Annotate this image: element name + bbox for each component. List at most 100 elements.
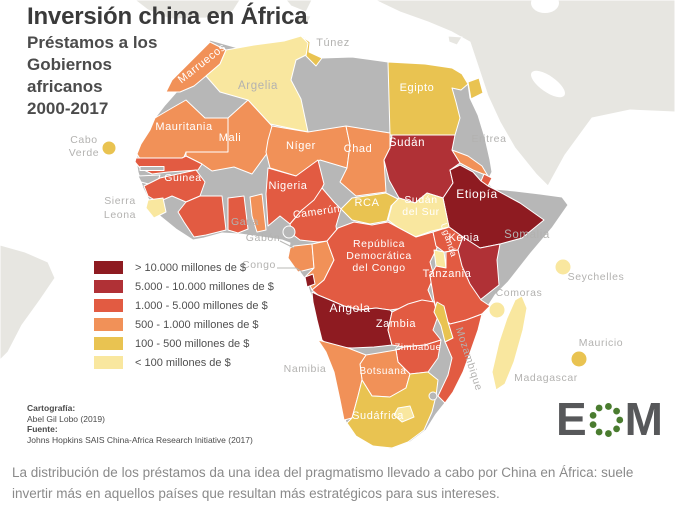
gabon-leader-line: [279, 240, 295, 249]
credits: Cartografía: Abel Gil Lobo (2019) Fuente…: [27, 403, 253, 445]
legend-label: 5.000 - 10.000 millones de $: [135, 280, 274, 293]
legend-swatch: [94, 356, 123, 369]
leader-lines: [277, 240, 305, 274]
land-south-america: [0, 244, 56, 361]
country-niger: [265, 125, 351, 177]
legend-item-2: 1.000 - 5.000 millones de $: [94, 296, 274, 315]
country-ruanda-burundi: [433, 249, 447, 269]
map-label-zimbabue: Zimbabue: [394, 342, 441, 353]
map-label-rd-congo: República Democrática del Congo: [346, 238, 412, 274]
country-seychelles: [554, 258, 572, 276]
map-label-kenia: Kenia: [448, 232, 479, 244]
land-cyprus: [447, 35, 463, 46]
map-label-tanzania: Tanzania: [423, 268, 472, 280]
logo-dot: [604, 430, 612, 437]
subtitle-line-3: africanos: [27, 77, 103, 96]
caspian-sea: [531, 0, 559, 13]
map-label-cabo-verde: Cabo Verde: [69, 134, 99, 159]
land-middle-east: [374, 0, 675, 187]
map-label-guinea: Guinea: [164, 172, 201, 184]
logo-dot: [612, 425, 620, 433]
subtitle-line-2: Gobiernos: [27, 55, 113, 74]
country-argelia: [205, 35, 310, 133]
country-zambia: [387, 299, 442, 348]
logo-dot: [595, 428, 603, 436]
caption-text: La distribución de los préstamos da una …: [0, 452, 675, 504]
page-title: Inversión china en África: [27, 3, 308, 30]
map-label-egipto: Egipto: [400, 82, 435, 94]
logo-dot: [595, 404, 603, 412]
map-label-argelia: Argelia: [238, 80, 278, 92]
map-label-rca: RCA: [354, 197, 379, 209]
country-benin: [249, 193, 267, 233]
country-comoras: [488, 301, 506, 319]
country-sudafrica: [346, 371, 439, 449]
legend-item-4: 100 - 500 millones de $: [94, 334, 274, 353]
legend-label: < 100 millones de $: [135, 356, 231, 369]
countries: [101, 35, 588, 449]
map-label-madagascar: Madagascar: [514, 372, 578, 384]
country-madagascar: [491, 295, 528, 391]
map-label-seychelles: Seychelles: [568, 271, 625, 283]
country-sudan-del-sur: [387, 192, 450, 238]
map-label-tunez: Túnez: [316, 37, 350, 49]
map-label-gabon: Gabón: [246, 232, 281, 244]
country-gambia: [139, 166, 165, 171]
country-tunez: [300, 35, 323, 67]
country-mozambique: [437, 313, 483, 404]
source-value: Johns Hopkins SAIS China-Africa Research…: [27, 434, 253, 445]
map-label-sudan-del-sur: Sudán del Sur: [402, 194, 439, 218]
legend-item-0: > 10.000 millones de $: [94, 258, 274, 277]
cartography-value: Abel Gil Lobo (2019): [27, 413, 105, 424]
map-label-gana: Gana: [231, 216, 259, 228]
country-cabinda: [304, 273, 316, 288]
country-costa-marfil: [177, 195, 227, 238]
legend-swatch: [94, 280, 123, 293]
legend-item-3: 500 - 1.000 millones de $: [94, 315, 274, 334]
map-label-etiopia: Etiopía: [456, 187, 498, 201]
logo-dotted-o-icon: [589, 403, 623, 437]
country-camerun: [289, 187, 342, 243]
persian-gulf: [530, 70, 566, 98]
legend-label: 100 - 500 millones de $: [135, 337, 250, 350]
map-label-comoras: Comoras: [496, 287, 543, 299]
logo-dot: [589, 411, 597, 419]
eom-logo: E M: [556, 396, 663, 442]
legend-swatch: [94, 261, 123, 274]
cartography-label: Cartografía:: [27, 403, 76, 413]
map-label-namibia: Namibia: [284, 363, 327, 375]
map-label-nigeria: Nigeria: [268, 180, 307, 192]
land-sicily: [296, 14, 312, 25]
map-label-botsuana: Botsuana: [359, 366, 406, 377]
legend-label: 1.000 - 5.000 millones de $: [135, 299, 268, 312]
land-iberia: [134, 0, 241, 20]
country-rca: [340, 192, 399, 225]
country-lesoto: [393, 405, 415, 423]
country-sierra-leona: [145, 197, 167, 219]
country-guinea-ecuatorial: [282, 225, 296, 239]
map-label-sudan: Sudán: [389, 137, 425, 149]
africa-map: Marruecos Túnez Argelia Egipto Mauritania Mal…: [0, 0, 675, 449]
legend-item-5: < 100 millones de $: [94, 353, 274, 372]
map-label-mauritania: Mauritania: [155, 121, 213, 133]
country-chad: [339, 125, 391, 197]
map-label-chad: Chad: [344, 143, 373, 155]
logo-dot: [589, 421, 597, 429]
other-landmasses: [0, 0, 675, 361]
congo-leader-line: [277, 267, 305, 274]
legend-label: 500 - 1.000 millones de $: [135, 318, 259, 331]
logo-dot: [604, 403, 612, 410]
country-cabo-verde: [101, 140, 117, 156]
land-italy: [285, 0, 313, 13]
country-gana: [227, 195, 249, 234]
legend-item-1: 5.000 - 10.000 millones de $: [94, 277, 274, 296]
map-label-mali: Mali: [219, 132, 242, 144]
subtitle-line-4: 2000-2017: [27, 99, 109, 118]
map-label-sierra-leona: Sierra Leona: [104, 195, 136, 221]
map-label-angola: Angola: [330, 301, 371, 315]
logo-dot: [612, 407, 620, 415]
map-label-mauricio: Mauricio: [579, 337, 623, 349]
map-label-sudafrica: Sudáfrica: [352, 410, 404, 422]
